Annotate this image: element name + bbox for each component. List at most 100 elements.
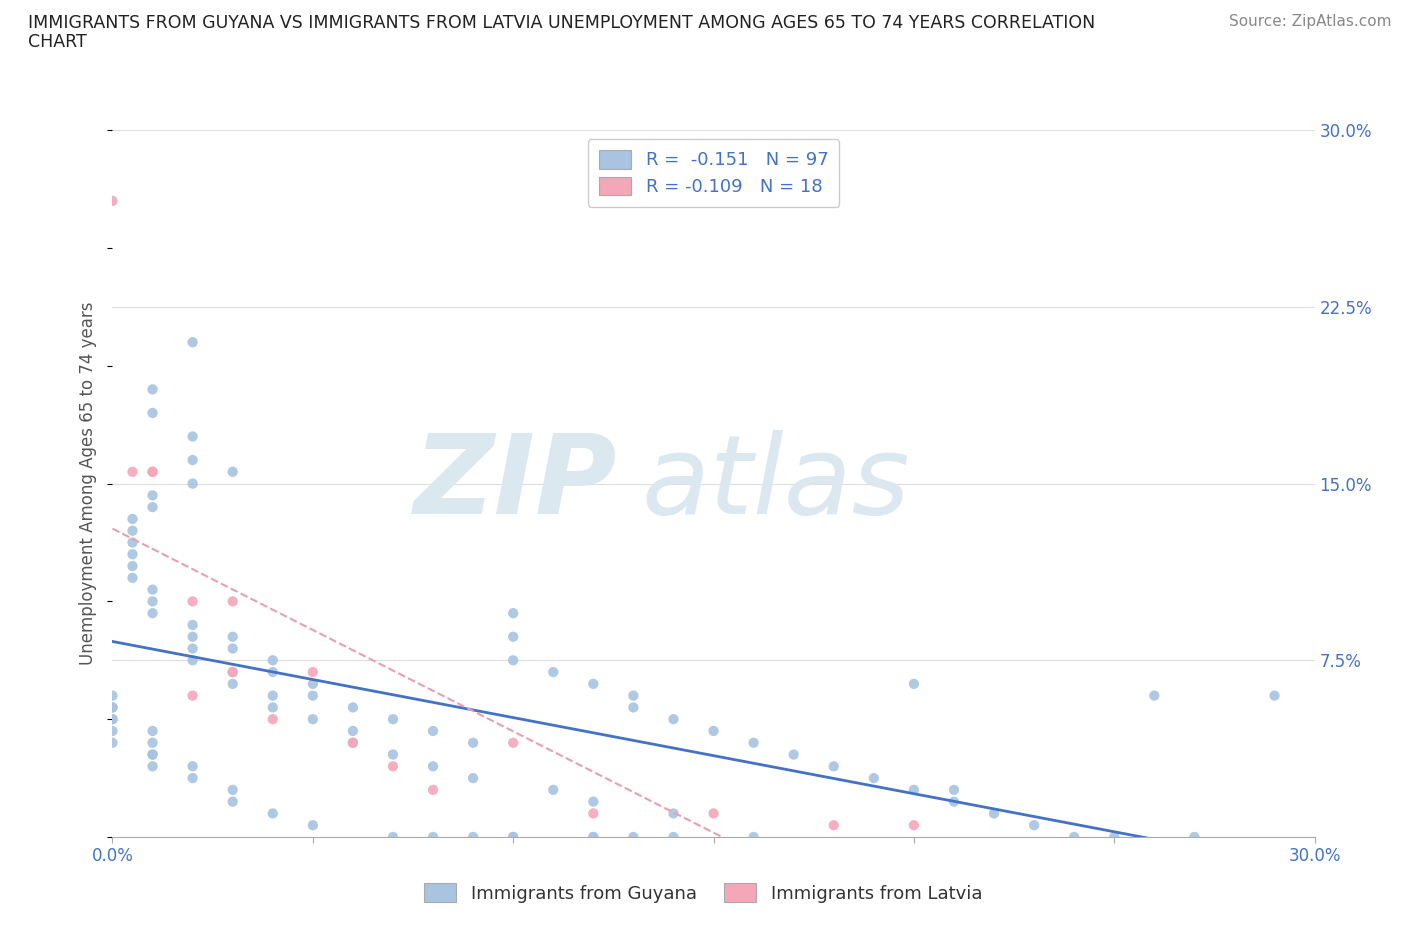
Point <box>262 688 284 703</box>
Point <box>181 594 204 609</box>
Point <box>101 711 124 726</box>
Point <box>461 830 484 844</box>
Text: Source: ZipAtlas.com: Source: ZipAtlas.com <box>1229 14 1392 29</box>
Point <box>181 771 204 786</box>
Point <box>302 688 325 703</box>
Point <box>461 736 484 751</box>
Point <box>582 806 605 821</box>
Point <box>621 700 644 715</box>
Point <box>262 711 284 726</box>
Point <box>662 711 685 726</box>
Point <box>141 464 163 479</box>
Point <box>662 830 685 844</box>
Point <box>621 830 644 844</box>
Point <box>422 724 444 738</box>
Point <box>262 806 284 821</box>
Point <box>181 618 204 632</box>
Point <box>141 488 163 503</box>
Point <box>222 641 245 656</box>
Point <box>262 700 284 715</box>
Point <box>181 335 204 350</box>
Point <box>101 736 124 751</box>
Point <box>181 630 204 644</box>
Point <box>742 736 765 751</box>
Point <box>502 830 524 844</box>
Point <box>621 688 644 703</box>
Point <box>903 817 925 832</box>
Point <box>461 771 484 786</box>
Point <box>1143 688 1166 703</box>
Point <box>422 759 444 774</box>
Point <box>181 688 204 703</box>
Point <box>302 711 325 726</box>
Text: CHART: CHART <box>28 33 87 50</box>
Point <box>141 382 163 397</box>
Point <box>121 570 143 585</box>
Point <box>942 794 965 809</box>
Text: atlas: atlas <box>641 430 910 538</box>
Point <box>141 724 163 738</box>
Point <box>262 653 284 668</box>
Point <box>863 771 886 786</box>
Point <box>342 724 364 738</box>
Point <box>101 688 124 703</box>
Point <box>141 605 163 620</box>
Point <box>662 806 685 821</box>
Point <box>121 535 143 550</box>
Point <box>302 817 325 832</box>
Point <box>141 736 163 751</box>
Point <box>222 665 245 680</box>
Point <box>121 512 143 526</box>
Point <box>502 736 524 751</box>
Point <box>382 830 405 844</box>
Point <box>983 806 1005 821</box>
Point <box>942 782 965 797</box>
Point <box>222 782 245 797</box>
Point <box>141 594 163 609</box>
Point <box>121 559 143 574</box>
Point <box>342 700 364 715</box>
Point <box>582 676 605 691</box>
Point <box>1184 830 1206 844</box>
Point <box>181 476 204 491</box>
Point <box>422 830 444 844</box>
Point <box>141 464 163 479</box>
Point <box>903 676 925 691</box>
Point <box>141 759 163 774</box>
Point <box>222 630 245 644</box>
Point <box>502 653 524 668</box>
Point <box>582 830 605 844</box>
Point <box>903 782 925 797</box>
Point <box>181 429 204 444</box>
Point <box>702 724 725 738</box>
Point <box>101 193 124 208</box>
Point <box>181 641 204 656</box>
Point <box>222 794 245 809</box>
Point <box>302 665 325 680</box>
Legend: Immigrants from Guyana, Immigrants from Latvia: Immigrants from Guyana, Immigrants from … <box>415 874 991 911</box>
Text: ZIP: ZIP <box>413 430 617 538</box>
Point <box>502 830 524 844</box>
Point <box>101 700 124 715</box>
Point <box>1102 830 1125 844</box>
Point <box>141 747 163 762</box>
Y-axis label: Unemployment Among Ages 65 to 74 years: Unemployment Among Ages 65 to 74 years <box>79 302 97 665</box>
Point <box>702 806 725 821</box>
Point <box>101 711 124 726</box>
Point <box>141 405 163 420</box>
Point <box>1024 817 1046 832</box>
Point <box>823 817 845 832</box>
Point <box>222 594 245 609</box>
Point <box>543 782 565 797</box>
Point <box>141 747 163 762</box>
Point <box>422 782 444 797</box>
Legend: R =  -0.151   N = 97, R = -0.109   N = 18: R = -0.151 N = 97, R = -0.109 N = 18 <box>588 140 839 206</box>
Point <box>181 653 204 668</box>
Point <box>502 630 524 644</box>
Point <box>121 524 143 538</box>
Point <box>222 464 245 479</box>
Point <box>141 582 163 597</box>
Point <box>742 830 765 844</box>
Point <box>502 605 524 620</box>
Point <box>543 665 565 680</box>
